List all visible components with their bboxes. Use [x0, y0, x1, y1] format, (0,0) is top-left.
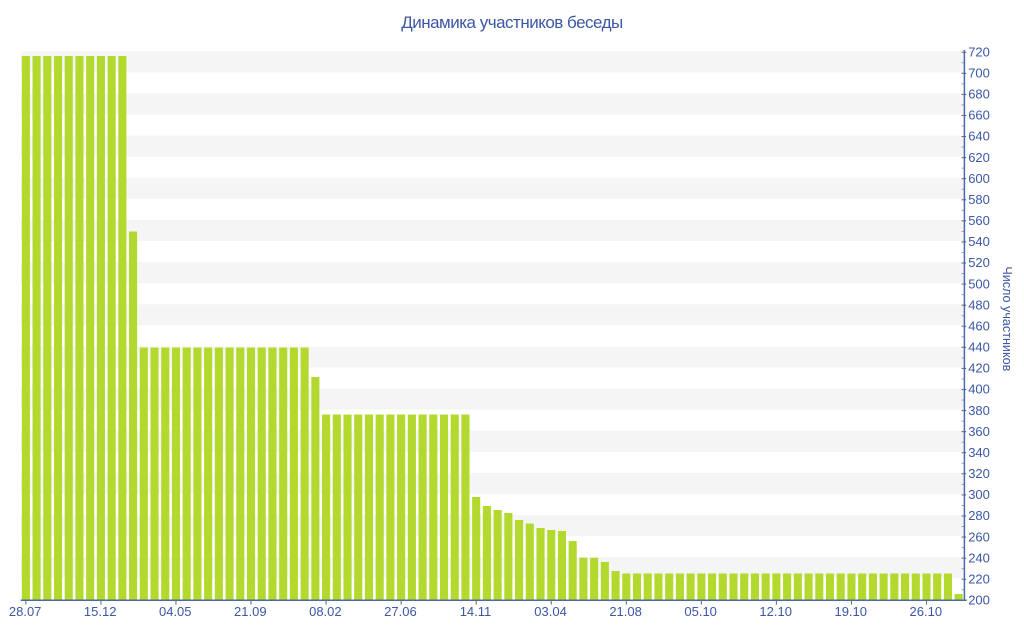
svg-text:480: 480: [968, 297, 990, 312]
svg-text:220: 220: [968, 571, 990, 586]
svg-text:580: 580: [968, 192, 990, 207]
svg-text:26.10: 26.10: [910, 604, 943, 619]
svg-text:05.10: 05.10: [684, 604, 717, 619]
svg-text:04.05: 04.05: [159, 604, 192, 619]
svg-text:08.02: 08.02: [309, 604, 342, 619]
svg-text:420: 420: [968, 361, 990, 376]
svg-text:540: 540: [968, 234, 990, 249]
svg-text:380: 380: [968, 403, 990, 418]
svg-text:15.12: 15.12: [84, 604, 117, 619]
svg-text:Динамика участников беседы: Динамика участников беседы: [401, 13, 623, 32]
svg-text:360: 360: [968, 424, 990, 439]
svg-text:500: 500: [968, 276, 990, 291]
svg-text:03.04: 03.04: [534, 604, 567, 619]
svg-text:200: 200: [968, 593, 990, 608]
svg-text:560: 560: [968, 213, 990, 228]
svg-text:720: 720: [968, 44, 990, 59]
svg-text:340: 340: [968, 445, 990, 460]
svg-text:520: 520: [968, 255, 990, 270]
svg-text:260: 260: [968, 529, 990, 544]
svg-text:28.07: 28.07: [9, 604, 42, 619]
svg-text:14.11: 14.11: [460, 604, 492, 619]
svg-text:400: 400: [968, 382, 990, 397]
svg-text:600: 600: [968, 171, 990, 186]
svg-text:27.06: 27.06: [384, 604, 417, 619]
svg-text:300: 300: [968, 487, 990, 502]
svg-text:280: 280: [968, 508, 990, 523]
svg-text:640: 640: [968, 129, 990, 144]
svg-text:19.10: 19.10: [834, 604, 867, 619]
svg-text:460: 460: [968, 318, 990, 333]
svg-text:21.09: 21.09: [234, 604, 267, 619]
svg-text:440: 440: [968, 340, 990, 355]
svg-text:320: 320: [968, 466, 990, 481]
svg-text:12.10: 12.10: [759, 604, 792, 619]
svg-text:240: 240: [968, 550, 990, 565]
svg-text:Число участников: Число участников: [1000, 266, 1014, 371]
svg-text:660: 660: [968, 108, 990, 123]
svg-text:620: 620: [968, 150, 990, 165]
svg-text:680: 680: [968, 87, 990, 102]
svg-text:21.08: 21.08: [609, 604, 642, 619]
svg-text:700: 700: [968, 66, 990, 81]
